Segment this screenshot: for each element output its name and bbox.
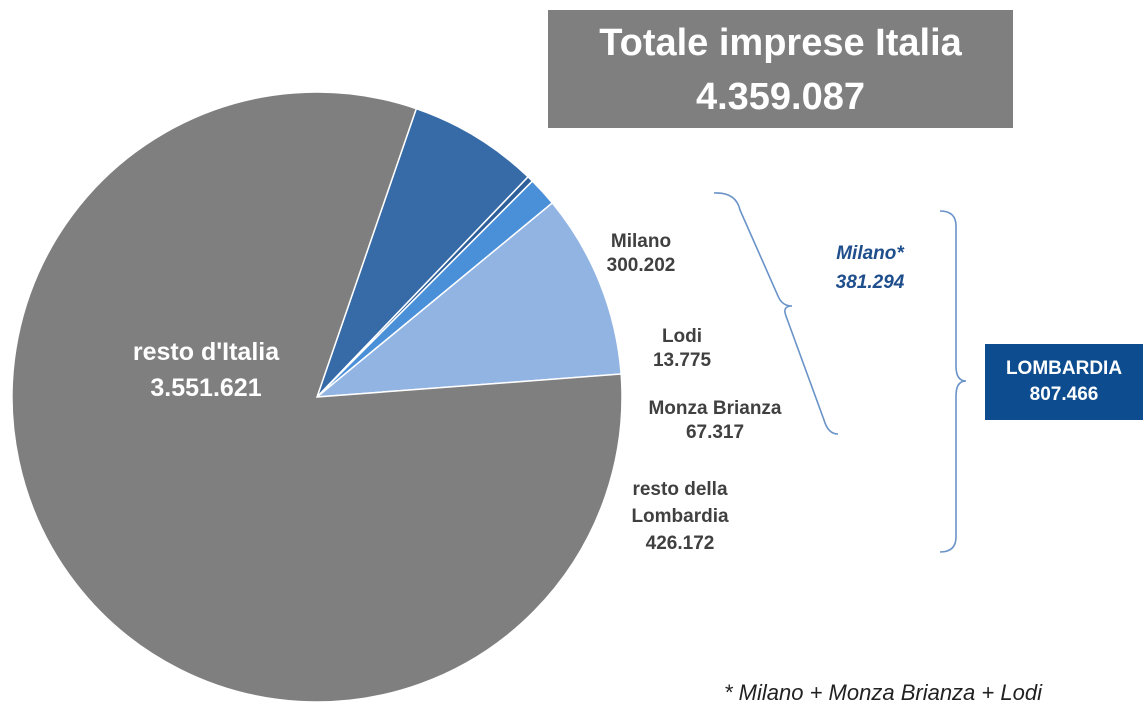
slice-label-resto-italia-value: 3.551.621 — [150, 374, 262, 402]
slice-label-monza-brianza: Monza Brianza 67.317 — [620, 397, 810, 445]
lombardia-name: LOMBARDIA — [1005, 358, 1123, 379]
slice-label-milano-name: Milano — [610, 231, 672, 252]
slice-label-lodi: Lodi 13.775 — [632, 325, 732, 373]
total-title: Totale imprese Italia — [599, 22, 962, 64]
total-title-box: Totale imprese Italia 4.359.087 — [548, 10, 1013, 128]
pie-slice-4 — [11, 91, 623, 703]
slice-label-monza-brianza-name: Monza Brianza — [648, 398, 782, 419]
slice-label-resto-lombardia-line1: resto della — [632, 479, 728, 500]
slice-label-resto-italia: resto d'Italia 3.551.621 — [96, 334, 316, 406]
milano-group-brace — [713, 192, 839, 435]
slice-label-resto-lombardia-value: 426.172 — [645, 533, 715, 554]
milano-group-value: 381.294 — [835, 272, 905, 293]
slice-label-milano: Milano 300.202 — [586, 230, 696, 278]
milano-group-name: Milano* — [836, 243, 904, 264]
pie-slice-0 — [316, 107, 530, 398]
slice-label-resto-lombardia: resto della Lombardia 426.172 — [610, 476, 750, 557]
slice-label-lodi-value: 13.775 — [652, 350, 712, 371]
footnote: * Milano + Monza Brianza + Lodi — [724, 680, 1042, 705]
slice-label-monza-brianza-value: 67.317 — [685, 422, 745, 443]
lombardia-box: LOMBARDIA 807.466 — [985, 344, 1143, 420]
slice-label-lodi-name: Lodi — [661, 326, 703, 347]
slice-label-resto-lombardia-line2: Lombardia — [631, 506, 729, 527]
lombardia-brace — [939, 210, 967, 553]
lombardia-value: 807.466 — [1029, 384, 1099, 405]
total-value: 4.359.087 — [695, 76, 866, 118]
milano-group-label: Milano* 381.294 — [800, 239, 940, 297]
slice-label-resto-italia-name: resto d'Italia — [132, 338, 280, 366]
slice-label-milano-value: 300.202 — [606, 255, 676, 276]
pie-slice-3 — [314, 201, 622, 398]
